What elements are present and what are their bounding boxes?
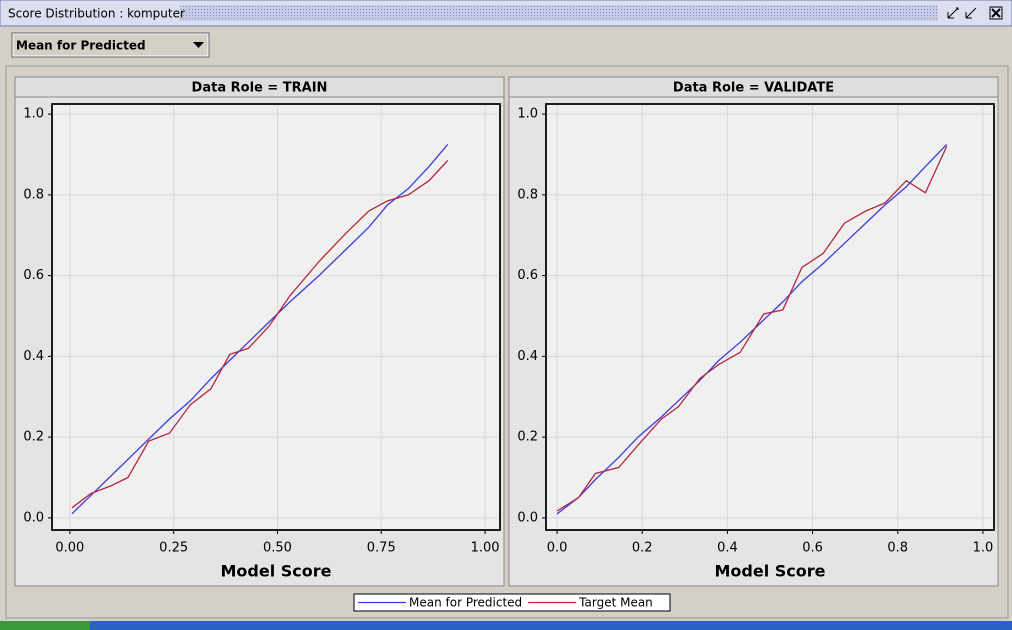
dropdown-value[interactable]: Mean for Predicted [16,39,146,53]
plot-frame [51,103,501,531]
y-tick-label: 0.6 [517,268,538,283]
x-tick-label: 0.00 [55,541,84,556]
legend-label: Mean for Predicted [409,596,522,610]
y-tick-label: 0.8 [23,187,44,202]
chart-title: Data Role = TRAIN [192,81,328,96]
chart-title: Data Role = VALIDATE [673,81,834,96]
close-icon [991,8,1001,18]
window-title: Score Distribution : komputer [8,7,185,21]
chart-header [508,76,999,98]
chart-header [14,76,505,98]
taskbar [0,621,1012,630]
y-tick-label: 0.4 [23,349,44,364]
x-tick-label: 0.2 [632,541,653,556]
dropdown[interactable] [11,32,210,58]
x-tick-label: 1.0 [973,541,994,556]
y-tick-label: 1.0 [517,107,538,122]
x-tick-label: 0.4 [717,541,738,556]
x-tick-label: 0.0 [547,541,568,556]
y-tick-label: 1.0 [23,107,44,122]
close-button[interactable] [989,6,1003,20]
x-axis-label: Model Score [220,562,331,581]
x-tick-label: 0.25 [159,541,188,556]
y-tick-label: 0.2 [23,430,44,445]
y-tick-label: 0.8 [517,187,538,202]
series-line [71,143,449,515]
x-axis-label: Model Score [714,562,825,581]
title-grip [180,5,938,21]
window-buttons[interactable] [947,6,1003,20]
series-line [71,160,449,509]
x-tick-label: 1.00 [471,541,500,556]
dropdown-arrow[interactable] [193,42,204,48]
series-line [556,146,948,512]
legend [353,593,671,612]
legend-label: Target Mean [578,596,653,610]
y-tick-label: 0.4 [517,349,538,364]
series-line [556,143,948,515]
x-tick-label: 0.50 [263,541,292,556]
x-tick-label: 0.6 [802,541,823,556]
minimize-button[interactable] [947,7,959,19]
plot-area [545,103,995,531]
y-tick-label: 0.0 [517,510,538,525]
taskbar-start [0,621,90,630]
dropdown-bevel [12,33,209,57]
x-tick-label: 0.75 [367,541,396,556]
restore-button[interactable] [965,7,977,19]
y-tick-label: 0.0 [23,510,44,525]
y-tick-label: 0.2 [517,430,538,445]
x-tick-label: 0.8 [887,541,908,556]
plot-frame [545,103,995,531]
y-tick-label: 0.6 [23,268,44,283]
